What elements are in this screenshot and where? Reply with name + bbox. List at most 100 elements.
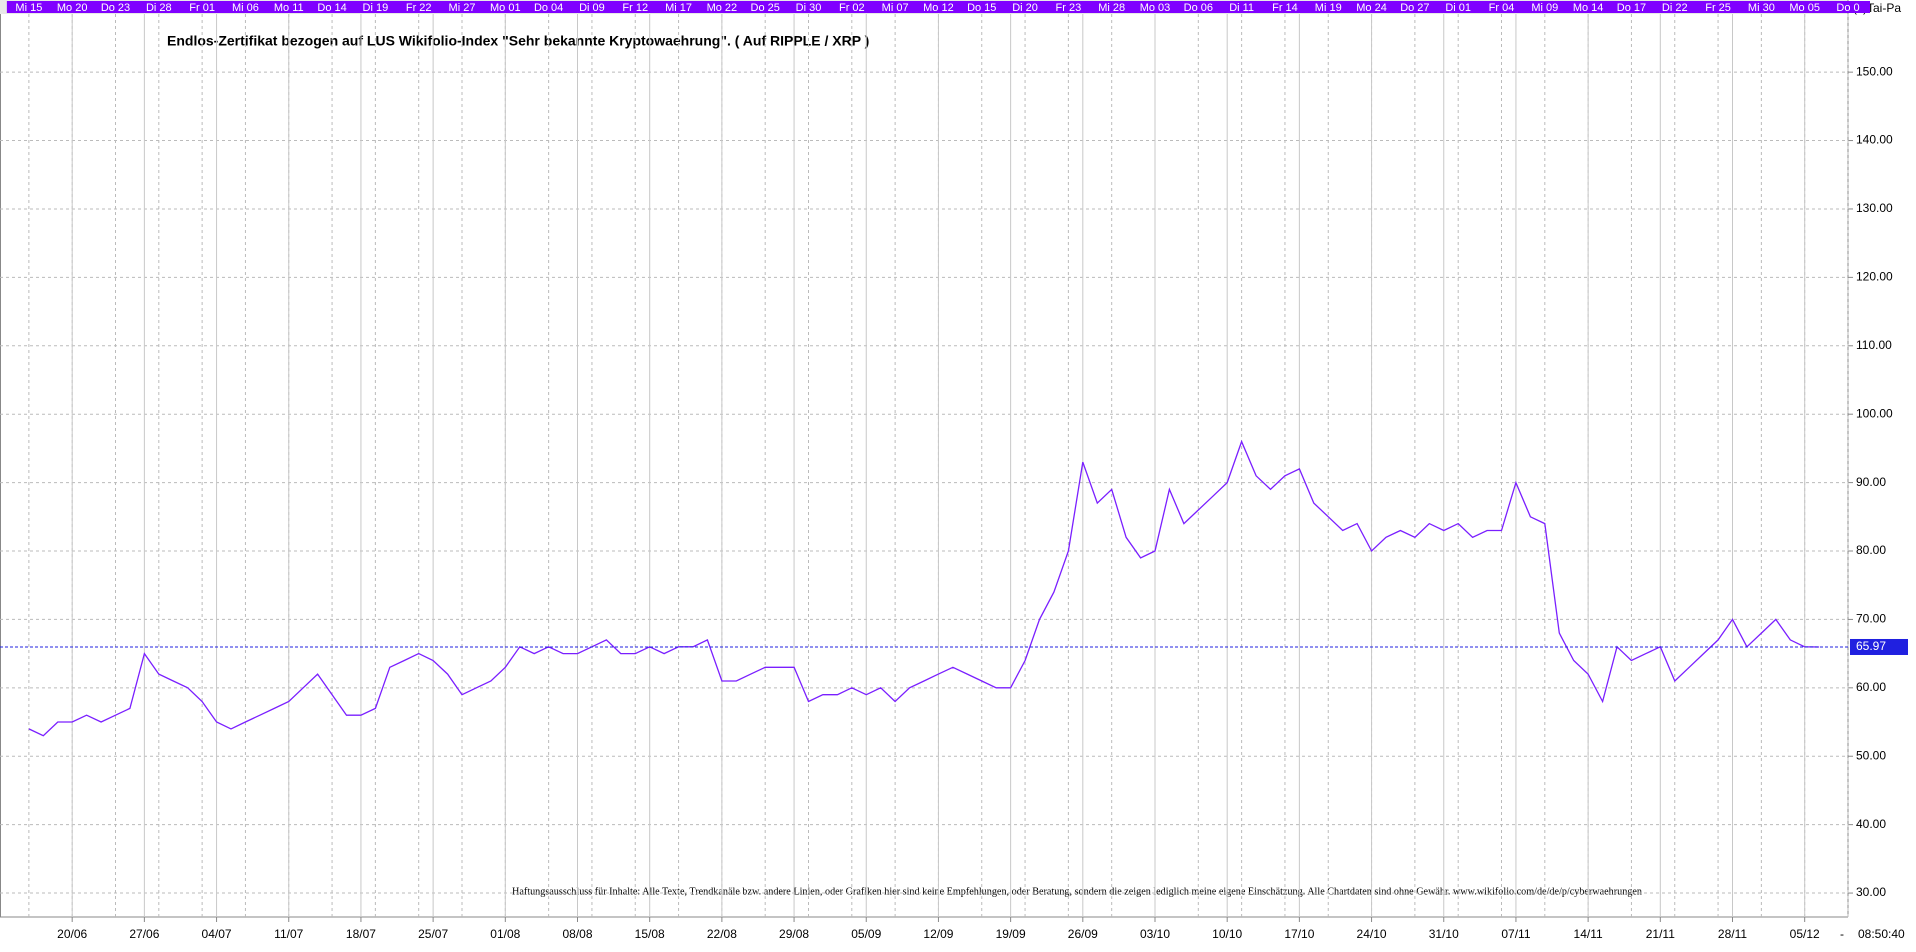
top-tick-box <box>1262 1 1307 13</box>
top-tick-box <box>1436 1 1481 13</box>
top-tick-box <box>1566 1 1611 13</box>
top-tick-box <box>786 1 831 13</box>
top-tick-box <box>743 1 788 13</box>
y-tick-label: 140.00 <box>1856 133 1893 147</box>
x-tick-label: 31/10 <box>1429 927 1459 941</box>
top-tick-box <box>180 1 225 13</box>
last-value-label: 65.97 <box>1856 639 1886 653</box>
x-tick-label: 19/09 <box>996 927 1026 941</box>
chart-title: Endlos-Zertifikat bezogen auf LUS Wikifo… <box>167 33 869 49</box>
top-tick-label: Do 27 <box>1400 2 1429 14</box>
top-tick-label: Mo 22 <box>707 2 738 14</box>
x-tick-label: 17/10 <box>1284 927 1314 941</box>
top-tick-label: Do 25 <box>751 2 780 14</box>
top-tick-label: Fr 25 <box>1705 2 1731 14</box>
top-tick-box <box>699 1 744 13</box>
top-tick-label: Do 04 <box>534 2 563 14</box>
top-tick-label: Mi 17 <box>665 2 692 14</box>
top-tick-label: Mo 20 <box>57 2 88 14</box>
x-tick-label: 10/10 <box>1212 927 1242 941</box>
top-tick-box <box>483 1 528 13</box>
top-tick-label: Mi 07 <box>882 2 909 14</box>
top-tick-box <box>1219 1 1264 13</box>
x-tick-label: 27/06 <box>129 927 159 941</box>
x-tick-label: 24/10 <box>1357 927 1387 941</box>
top-tick-box <box>1826 1 1870 13</box>
top-tick-label: Fr 22 <box>406 2 432 14</box>
top-tick-box <box>613 1 658 13</box>
x-tick-label: 22/08 <box>707 927 737 941</box>
top-tick-label: Mi 09 <box>1531 2 1558 14</box>
top-tick-label: Do 0 <box>1836 2 1859 14</box>
top-tick-box <box>93 1 138 13</box>
top-tick-box <box>1522 1 1567 13</box>
top-tick-label: Fr 12 <box>622 2 648 14</box>
top-tick-box <box>1696 1 1741 13</box>
top-tick-box <box>6 1 51 13</box>
top-tick-label: Do 15 <box>967 2 996 14</box>
y-tick-label: 110.00 <box>1856 338 1892 352</box>
y-tick-label: 150.00 <box>1856 64 1893 78</box>
top-tick-label: Do 23 <box>101 2 130 14</box>
top-tick-label: Mo 05 <box>1789 2 1820 14</box>
top-tick-box <box>959 1 1004 13</box>
x-tick-label: 28/11 <box>1718 927 1747 941</box>
top-tick-label: Fr 23 <box>1056 2 1082 14</box>
x-tick-label: 05/09 <box>851 927 881 941</box>
top-tick-box <box>829 1 874 13</box>
top-tick-box <box>1652 1 1697 13</box>
top-tick-label: Mi 30 <box>1748 2 1775 14</box>
y-tick-label: 100.00 <box>1856 406 1893 420</box>
top-tick-label: Di 22 <box>1662 2 1688 14</box>
x-tick-label: 05/12 <box>1790 927 1820 941</box>
top-tick-box <box>1089 1 1134 13</box>
top-tick-label: Di 20 <box>1012 2 1038 14</box>
top-tick-box <box>136 1 181 13</box>
last-value-box <box>1850 638 1908 655</box>
top-tick-box <box>1782 1 1827 13</box>
y-tick-label: 80.00 <box>1856 543 1886 557</box>
top-tick-label: Fr 02 <box>839 2 865 14</box>
y-tick-label: 30.00 <box>1856 885 1886 899</box>
top-tick-box <box>1306 1 1351 13</box>
top-tick-label: Di 30 <box>796 2 822 14</box>
top-tick-label: Do 06 <box>1184 2 1213 14</box>
disclaimer: Haftungsausschluss für Inhalte: Alle Tex… <box>512 886 1642 898</box>
top-tick-box <box>1739 1 1784 13</box>
top-tick-box <box>353 1 398 13</box>
x-tick-label: 03/10 <box>1140 927 1170 941</box>
x-tick-label: 14/11 <box>1574 927 1603 941</box>
top-tick-label: Do 14 <box>317 2 346 14</box>
top-tick-box <box>1479 1 1524 13</box>
x-tick-label: 26/09 <box>1068 927 1098 941</box>
separator: - <box>1840 927 1844 941</box>
top-tick-label: Di 09 <box>579 2 605 14</box>
top-tick-box <box>310 1 355 13</box>
top-tick-box <box>1609 1 1654 13</box>
top-tick-label: Mi 06 <box>232 2 259 14</box>
top-tick-label: Mo 14 <box>1573 2 1604 14</box>
top-tick-label: Mo 11 <box>274 2 304 14</box>
top-tick-label: Fr 01 <box>189 2 215 14</box>
time-label: 08:50:40 <box>1858 927 1905 941</box>
top-tick-label: Mo 12 <box>923 2 954 14</box>
top-tick-label: Mi 19 <box>1315 2 1342 14</box>
top-tick-label: Mi 15 <box>15 2 42 14</box>
top-tick-box <box>656 1 701 13</box>
top-tick-box <box>440 1 484 13</box>
y-tick-label: 60.00 <box>1856 680 1886 694</box>
x-tick-label: 25/07 <box>418 927 448 941</box>
x-tick-label: 20/06 <box>57 927 87 941</box>
x-tick-label: 15/08 <box>635 927 665 941</box>
y-tick-label: 90.00 <box>1856 475 1886 489</box>
top-tick-label: Fr 04 <box>1489 2 1515 14</box>
x-tick-label: 12/09 <box>923 927 953 941</box>
top-tick-label: Di 01 <box>1445 2 1471 14</box>
top-tick-label: Mo 01 <box>490 2 521 14</box>
top-tick-label: Do 17 <box>1617 2 1646 14</box>
top-tick-box <box>266 1 311 13</box>
y-tick-label: 130.00 <box>1856 201 1893 215</box>
